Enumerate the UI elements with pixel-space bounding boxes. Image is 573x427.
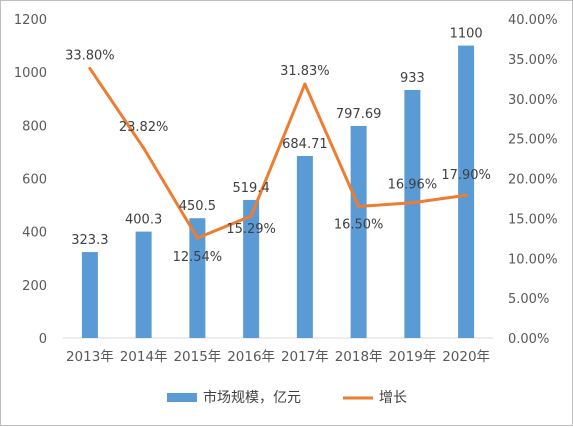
y-right-tick-label: 25.00% [508, 133, 558, 148]
line-point [88, 66, 92, 70]
line-point [303, 82, 307, 86]
line-point [464, 193, 468, 197]
y-left-tick-label: 400 [22, 226, 47, 241]
y-right-tick-label: 40.00% [508, 13, 558, 28]
x-tick-label: 2016年 [227, 349, 275, 365]
legend-label-bar: 市场规模，亿元 [203, 389, 301, 406]
y-left-tick-label: 200 [22, 279, 47, 294]
bar [135, 231, 152, 338]
y-right-tick-label: 10.00% [508, 252, 558, 267]
x-tick-label: 2015年 [173, 349, 221, 365]
y-left-tick-label: 800 [22, 119, 47, 134]
bar-data-label: 400.3 [125, 213, 162, 228]
bar-data-label: 519.4 [233, 181, 270, 196]
x-tick-label: 2020年 [442, 349, 490, 365]
line-point [357, 204, 361, 208]
x-tick-label: 2017年 [281, 349, 329, 365]
line-data-label: 15.29% [226, 222, 276, 237]
line-data-label: 23.82% [119, 120, 169, 135]
y-right-tick-label: 15.00% [508, 212, 558, 227]
y-right-tick-label: 20.00% [508, 173, 558, 188]
line-point [249, 214, 253, 218]
x-tick-label: 2018年 [335, 349, 383, 365]
line-point [410, 201, 414, 205]
bar-data-label: 323.3 [71, 233, 108, 248]
x-tick-label: 2014年 [120, 349, 168, 365]
x-tick-label: 2019年 [388, 349, 436, 365]
y-right-tick-label: 35.00% [508, 53, 558, 68]
legend-swatch-bar [167, 393, 197, 402]
y-left-tick-label: 1200 [14, 13, 47, 28]
line-data-label: 31.83% [280, 64, 330, 79]
line-point [142, 146, 146, 150]
bar-data-label: 933 [400, 71, 425, 86]
y-left-tick-label: 600 [22, 173, 47, 188]
growth-line [88, 66, 468, 240]
y-right-tick-label: 0.00% [508, 332, 549, 347]
bar [189, 218, 206, 338]
legend-label-line: 增长 [379, 390, 407, 406]
bar-data-label: 684.71 [282, 137, 328, 152]
bar-data-label: 450.5 [179, 199, 216, 214]
line-point [195, 236, 199, 240]
bar [404, 89, 421, 338]
y-left-tick-label: 0 [39, 332, 47, 347]
bar [350, 125, 367, 338]
x-tick-label: 2013年 [66, 349, 114, 365]
line-data-label: 12.54% [173, 250, 223, 265]
line-data-label: 16.50% [334, 217, 384, 232]
line-data-label: 16.96% [388, 178, 438, 193]
bar [296, 155, 313, 338]
bar-data-label: 1100 [450, 27, 483, 42]
y-right-tick-label: 30.00% [508, 93, 558, 108]
bar [458, 45, 475, 338]
bar [81, 252, 98, 338]
line-data-label: 33.80% [65, 48, 115, 63]
bar [243, 199, 260, 338]
y-right-tick-label: 5.00% [508, 292, 549, 307]
line-data-label: 17.90% [441, 168, 491, 183]
y-left-tick-label: 1000 [14, 66, 47, 81]
bar-data-label: 797.69 [336, 107, 382, 122]
